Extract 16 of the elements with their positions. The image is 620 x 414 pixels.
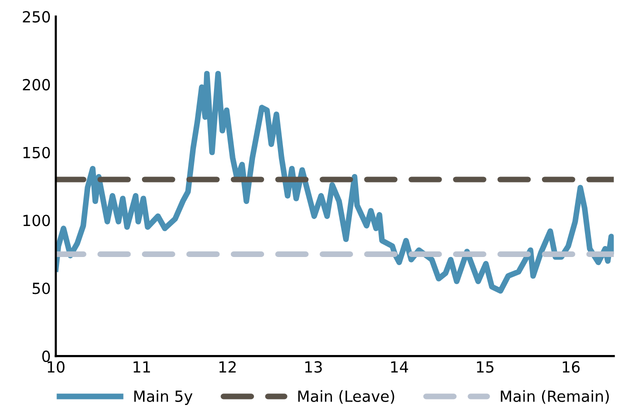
x-tick-label: 15 [476,361,494,373]
legend-label: Main 5y [134,390,192,405]
x-tick-label: 14 [391,361,408,373]
x-tick-label: 10 [48,361,65,373]
y-tick-label: 50 [32,282,50,294]
y-tick-label: 250 [22,11,50,23]
y-tick-label: 150 [23,146,50,158]
y-tick-label: 100 [23,214,50,226]
y-tick-label: 0 [42,350,50,362]
legend-label: Main (Remain) [500,390,609,404]
x-tick-label: 12 [219,361,236,373]
x-tick-label: 11 [134,361,150,373]
x-tick-label: 13 [305,361,322,373]
legend-label: Main (Leave) [298,390,394,404]
x-tick-label: 16 [562,361,580,373]
y-tick-label: 200 [22,78,50,90]
